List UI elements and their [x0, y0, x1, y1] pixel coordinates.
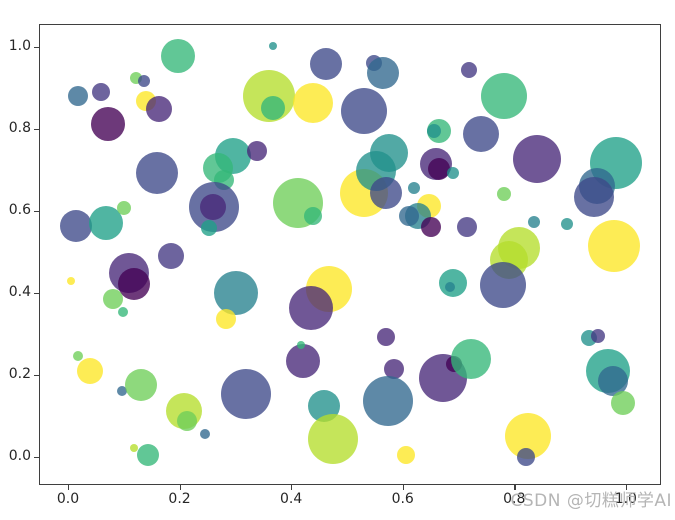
bubble	[118, 307, 129, 318]
y-tick-label: 0.0	[8, 448, 31, 465]
y-tick-mark	[34, 128, 39, 131]
bubble	[77, 358, 104, 385]
y-tick-mark	[34, 211, 39, 213]
bubble	[136, 152, 179, 195]
bubble	[445, 282, 456, 293]
y-tick-mark	[34, 293, 39, 295]
bubble	[261, 95, 286, 120]
bubble	[60, 209, 93, 242]
bubble	[157, 242, 184, 269]
bubble	[398, 206, 419, 227]
bubble	[297, 340, 306, 349]
bubble	[460, 62, 477, 79]
bubble	[67, 276, 76, 285]
bubble	[91, 82, 110, 101]
y-tick-label: 1.0	[8, 37, 31, 54]
bubble	[376, 328, 395, 347]
x-tick-label: 0.0	[56, 491, 80, 507]
bubble	[91, 106, 126, 141]
y-tick-mark	[34, 375, 39, 377]
bubble	[513, 135, 562, 184]
bubble	[369, 177, 402, 210]
y-tick-label: 0.2	[8, 366, 31, 383]
bubble	[307, 414, 358, 465]
bubble	[363, 376, 414, 427]
bubble	[303, 207, 322, 226]
bubble	[516, 448, 535, 467]
bubble	[383, 359, 404, 380]
bubble	[480, 262, 526, 309]
bubble	[72, 350, 83, 361]
bubble	[285, 343, 320, 378]
x-tick-mark	[291, 485, 293, 490]
x-tick-label: 0.4	[280, 491, 303, 507]
bubble	[462, 116, 499, 153]
bubble	[213, 271, 258, 316]
x-tick-mark	[514, 485, 516, 490]
bubble	[481, 72, 528, 119]
bubble	[407, 181, 420, 194]
bubble	[67, 85, 88, 106]
bubble	[215, 309, 236, 330]
bubble	[247, 140, 267, 161]
x-tick-mark	[179, 485, 181, 490]
y-tick-mark	[34, 457, 39, 459]
bubble	[588, 220, 641, 273]
watermark: CSDN @切糕师学AI	[510, 491, 672, 511]
y-tick-label: 0.4	[8, 284, 31, 301]
bubble	[292, 82, 333, 123]
bubble	[367, 56, 400, 89]
bubble	[310, 47, 343, 80]
bubble	[88, 206, 123, 241]
x-tick-mark	[625, 485, 628, 490]
bubble	[117, 268, 150, 301]
bubble	[176, 411, 197, 432]
bubble	[610, 391, 635, 416]
bubble	[117, 200, 132, 215]
x-tick-label: 0.8	[503, 491, 526, 507]
bubble	[560, 217, 573, 230]
x-tick-label: 1.0	[614, 491, 637, 507]
y-tick-label: 0.8	[8, 119, 31, 136]
bubble	[450, 339, 491, 380]
bubble	[427, 157, 450, 180]
bubble	[137, 444, 160, 467]
x-tick-mark	[68, 485, 70, 490]
bubble	[220, 369, 271, 420]
bubble	[527, 215, 540, 228]
bubble	[103, 288, 124, 309]
bubble	[341, 88, 388, 135]
bubble	[497, 186, 512, 201]
bubble	[426, 123, 441, 138]
x-tick-mark	[402, 485, 404, 490]
y-tick-label: 0.6	[8, 202, 31, 219]
x-tick-label: 0.6	[391, 491, 414, 507]
bubble	[573, 176, 614, 217]
bubble	[160, 39, 195, 74]
bubble	[289, 285, 334, 330]
bubble	[456, 217, 477, 238]
x-tick-label: 0.2	[168, 491, 191, 507]
bubble	[597, 366, 628, 396]
bubble	[201, 220, 218, 237]
bubble	[199, 193, 226, 220]
y-tick-mark	[34, 46, 39, 49]
bubble	[200, 428, 211, 439]
bubble	[145, 96, 172, 123]
bubble	[117, 386, 127, 397]
bubble	[137, 74, 150, 87]
bubble	[269, 41, 278, 50]
bubble	[446, 167, 459, 180]
bubble	[396, 446, 415, 465]
bubble	[124, 369, 157, 402]
bubble	[590, 328, 605, 343]
bubble	[129, 444, 138, 453]
plot-area	[39, 24, 661, 485]
bubble	[421, 217, 442, 238]
